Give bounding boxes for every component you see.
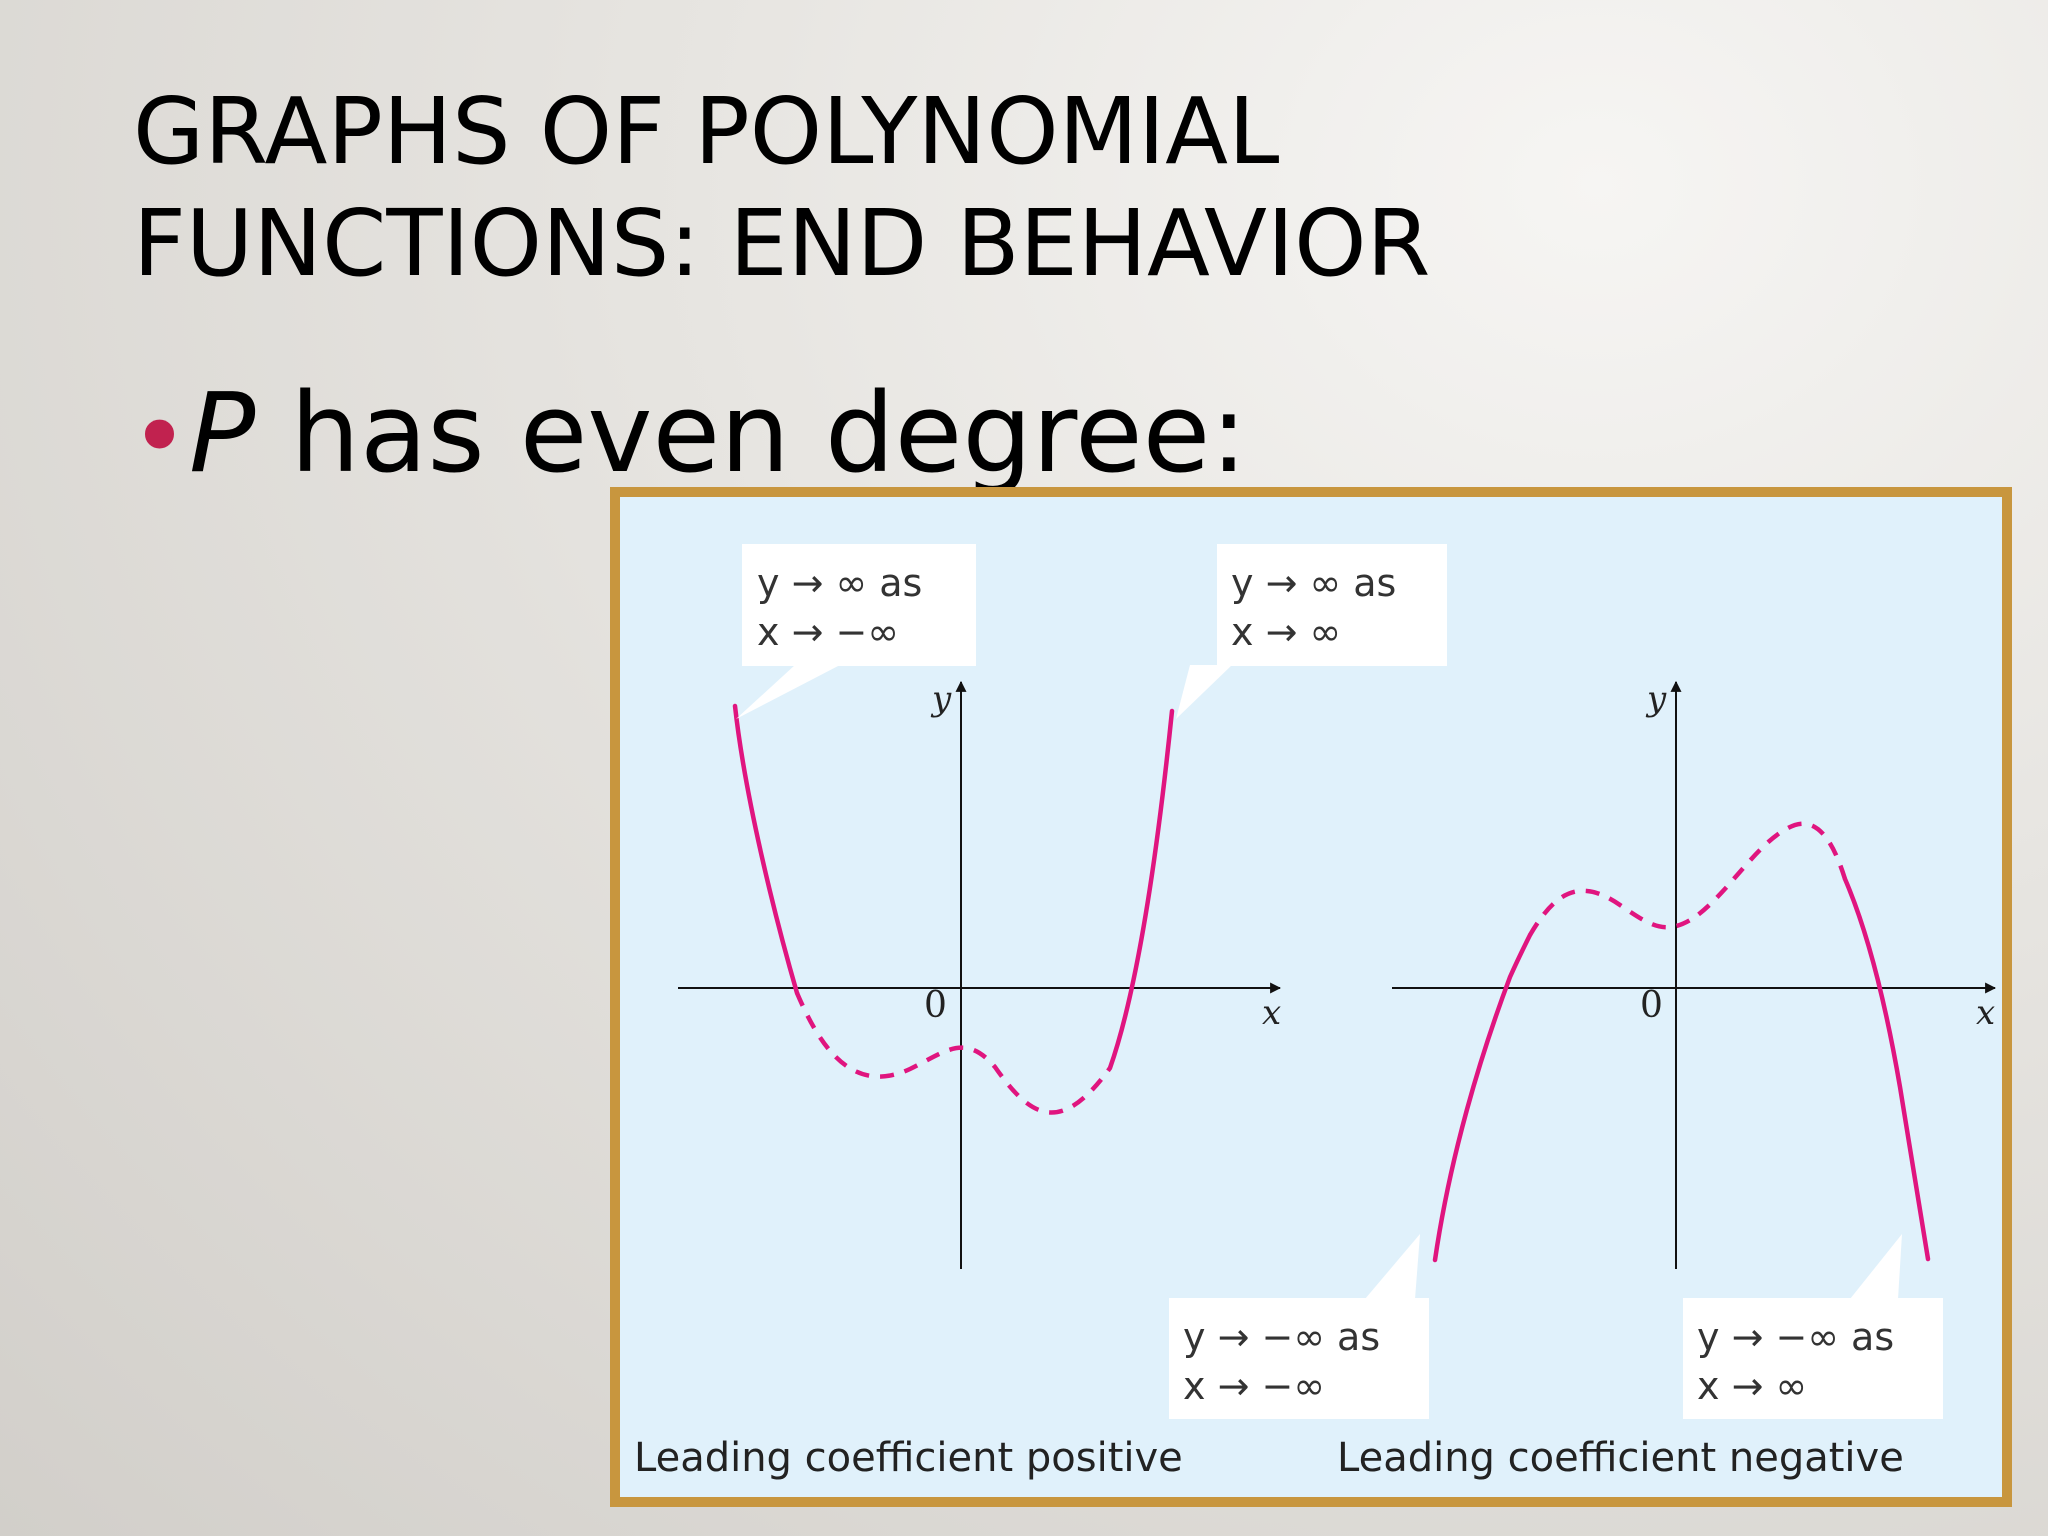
right-x-axis-label: x: [1976, 993, 1995, 1033]
callout-bottom-right-line-1: y → −∞ as: [1697, 1315, 1894, 1359]
callout-top-right-line-1: y → ∞ as: [1231, 561, 1396, 605]
right-caption: Leading coefficient negative: [1337, 1435, 1904, 1481]
left-origin-label: 0: [924, 985, 947, 1026]
left-caption: Leading coefficient positive: [634, 1435, 1183, 1481]
right-origin-label: 0: [1640, 985, 1663, 1026]
callout-top-left-line-2: x → −∞: [757, 610, 899, 654]
end-behavior-figure: y x 0 y → ∞ as x → −∞ y → ∞ as x → ∞ Lea…: [610, 487, 2012, 1507]
bullet-text: has even degree:: [255, 369, 1248, 497]
right-curve-right-arm: [1842, 876, 1931, 1262]
left-curve-middle-dashed: [794, 992, 1112, 1115]
callout-top-right: y → ∞ as x → ∞: [1176, 544, 1447, 719]
right-y-axis-label: y: [1645, 679, 1667, 719]
title-line-1: GRAPHS OF POLYNOMIAL: [133, 78, 1280, 185]
bullet-point: •P has even degree:: [130, 368, 1247, 502]
callout-top-right-line-2: x → ∞: [1231, 610, 1341, 654]
bullet-dot-icon: •: [130, 378, 189, 495]
left-x-axis-label: x: [1262, 993, 1281, 1033]
slide-title: GRAPHS OF POLYNOMIAL FUNCTIONS: END BEHA…: [133, 76, 1430, 300]
right-curve-middle-dashed: [1528, 821, 1848, 937]
callout-bottom-left-line-1: y → −∞ as: [1183, 1315, 1380, 1359]
title-line-2: FUNCTIONS: END BEHAVIOR: [133, 190, 1431, 297]
left-curve-right-arm: [1107, 708, 1175, 1071]
right-panel: y x 0 y → −∞ as x → −∞ y → −∞ as x → ∞ L…: [1169, 679, 1997, 1481]
figure-drawing: y x 0 y → ∞ as x → −∞ y → ∞ as x → ∞ Lea…: [634, 544, 1997, 1481]
callout-bottom-right: y → −∞ as x → ∞: [1683, 1234, 1943, 1419]
callout-top-left-line-1: y → ∞ as: [757, 561, 922, 605]
left-y-axis-label: y: [930, 679, 952, 719]
bullet-variable: P: [188, 369, 256, 497]
callout-bottom-left-line-2: x → −∞: [1183, 1364, 1325, 1408]
left-curve-left-arm: [732, 703, 800, 996]
right-curve-left-arm: [1432, 932, 1533, 1263]
left-panel: y x 0 y → ∞ as x → −∞ y → ∞ as x → ∞ Lea…: [634, 544, 1447, 1481]
callout-bottom-left: y → −∞ as x → −∞: [1169, 1234, 1429, 1419]
callout-top-left: y → ∞ as x → −∞: [736, 544, 976, 719]
callout-bottom-right-line-2: x → ∞: [1697, 1364, 1807, 1408]
